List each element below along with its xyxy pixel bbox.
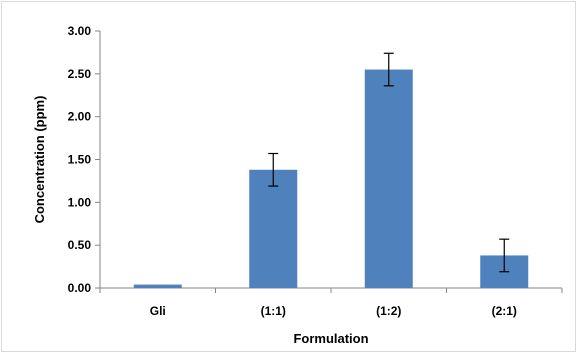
y-tick-label: 0.00 (68, 281, 92, 295)
axes (95, 30, 563, 293)
x-tick-label: (2:1) (492, 304, 517, 318)
y-tick-label: 0.50 (68, 238, 92, 252)
bar-1 (249, 169, 298, 288)
y-tick-label: 1.50 (68, 153, 92, 167)
x-tick-label: (1:2) (376, 304, 401, 318)
bars (133, 69, 529, 288)
y-tick-label: 2.00 (68, 110, 92, 124)
x-tick-label: (1:1) (261, 304, 286, 318)
x-tick-label: Gli (150, 304, 166, 318)
error-bars (268, 52, 510, 273)
y-axis-title: Concentration (ppm) (32, 96, 47, 224)
y-tick-label: 3.00 (68, 24, 92, 38)
y-tick-label: 1.00 (68, 195, 92, 209)
x-axis-title: Formulation (293, 331, 368, 346)
y-tick-label: 2.50 (68, 67, 92, 81)
bar-chart: 0.00 0.50 1.00 1.50 2.00 2.50 3.00 Gli (1:1) (1:2… (32, 24, 563, 346)
tick-labels: 0.00 0.50 1.00 1.50 2.00 2.50 3.00 Gli (1:1) (1:2… (68, 24, 517, 318)
bar-2 (364, 69, 413, 288)
bar-0 (133, 284, 182, 288)
